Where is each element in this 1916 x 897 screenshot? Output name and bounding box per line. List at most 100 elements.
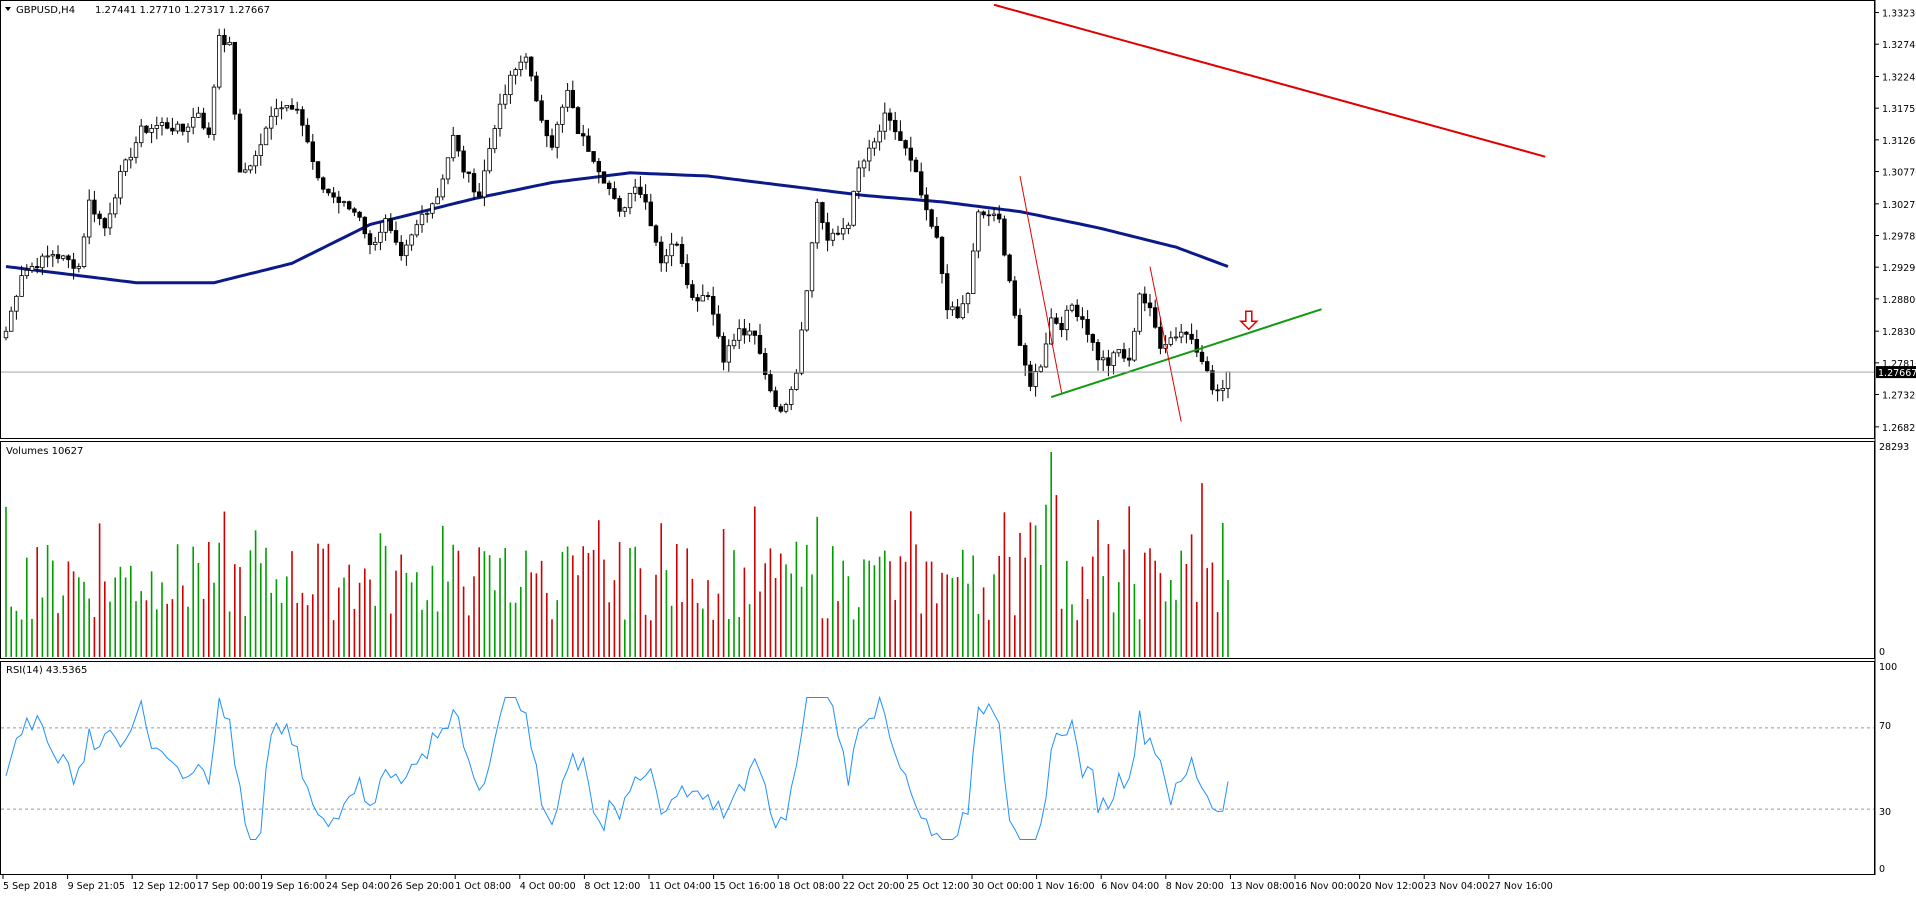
- volume-bar: [15, 610, 18, 657]
- candle-body: [518, 61, 523, 70]
- candle-body: [924, 194, 929, 211]
- candle: [310, 133, 315, 170]
- trendline-support: [1050, 308, 1322, 399]
- candle-body: [55, 254, 61, 259]
- candle-body: [1033, 370, 1038, 387]
- volume-bar: [291, 551, 293, 657]
- candle: [950, 301, 955, 316]
- candle: [1147, 293, 1153, 317]
- volume-bar: [525, 550, 527, 657]
- candle-body: [284, 105, 289, 109]
- candle: [154, 116, 159, 140]
- volume-bar: [733, 550, 735, 657]
- candle-body: [742, 328, 747, 336]
- volume-bar: [624, 619, 626, 657]
- candle-body: [326, 188, 331, 194]
- volume-bar: [868, 560, 870, 657]
- volume-bar: [1019, 532, 1021, 657]
- candle: [955, 299, 960, 319]
- volume-bar: [852, 619, 855, 657]
- volume-bar: [379, 533, 382, 657]
- time-tick-label: 4 Oct 00:00: [520, 881, 576, 892]
- candle-body: [638, 186, 643, 195]
- time-tick-label: 17 Sep 00:00: [197, 881, 260, 892]
- volume-bar: [410, 582, 413, 657]
- candle-body: [424, 212, 430, 215]
- candle: [92, 190, 97, 223]
- candle: [1002, 215, 1007, 257]
- volume-bar: [1201, 483, 1203, 657]
- candle: [497, 93, 503, 137]
- candle: [960, 295, 965, 320]
- volume-bar: [1040, 565, 1042, 657]
- candle-body: [185, 126, 191, 132]
- time-tick-label: 1 Oct 08:00: [455, 881, 511, 892]
- candle: [575, 106, 581, 134]
- volume-bar: [1045, 504, 1047, 657]
- candle-body: [711, 296, 716, 315]
- candle: [705, 291, 711, 301]
- candle: [107, 202, 113, 235]
- volume-bar: [234, 564, 236, 657]
- candle: [846, 222, 851, 235]
- volume-bar: [826, 618, 829, 657]
- candle-body: [716, 313, 721, 337]
- candle: [1153, 299, 1158, 329]
- candle-body: [627, 192, 633, 209]
- volume-bar: [603, 559, 605, 657]
- trendline-steep-down-1: [1019, 175, 1063, 393]
- volume-bar: [894, 599, 896, 657]
- volume-bar: [722, 529, 725, 657]
- volume-bar: [312, 594, 314, 657]
- candle: [440, 174, 445, 201]
- volume-bar: [889, 561, 891, 657]
- volume-bar: [228, 611, 231, 657]
- candle: [502, 84, 508, 110]
- candle-body: [367, 233, 373, 246]
- candle: [1028, 360, 1033, 392]
- candle-body: [1106, 357, 1111, 366]
- candle: [66, 254, 71, 269]
- volume-bar: [1128, 506, 1130, 657]
- candle: [659, 236, 664, 272]
- candle: [731, 333, 737, 350]
- candle-body: [274, 108, 279, 117]
- candle-body: [971, 250, 976, 294]
- volume-bar: [306, 605, 309, 657]
- volume-bar: [1029, 522, 1032, 657]
- candle-body: [3, 330, 9, 339]
- candle: [300, 106, 305, 137]
- candle-body: [622, 207, 627, 212]
- volume-bar: [759, 591, 761, 657]
- candle-body: [997, 213, 1002, 220]
- volume-bar: [847, 576, 850, 657]
- candle: [346, 200, 352, 211]
- price-tick-label: 1.26820: [1882, 423, 1916, 434]
- price-tick-label: 1.33230: [1882, 9, 1916, 20]
- volume-bar: [780, 553, 782, 657]
- candle: [1080, 307, 1085, 329]
- volume-bar: [878, 556, 881, 657]
- volume-bar: [884, 550, 886, 657]
- volume-bar: [504, 547, 506, 657]
- candle-body: [768, 374, 773, 392]
- collapse-triangle-icon[interactable]: [5, 7, 11, 11]
- volume-bar: [1008, 556, 1011, 657]
- volume-bar: [816, 516, 818, 657]
- candle: [1127, 348, 1132, 367]
- candle-body: [40, 255, 45, 269]
- candle: [1085, 310, 1090, 343]
- candle-body: [1215, 389, 1220, 392]
- candle: [185, 123, 191, 143]
- candle-body: [1199, 351, 1205, 362]
- candle-body: [216, 35, 222, 88]
- volume-bar: [478, 547, 480, 657]
- candle: [581, 124, 586, 147]
- candle: [430, 202, 435, 219]
- time-tick-label: 16 Nov 00:00: [1295, 881, 1359, 892]
- candle: [815, 198, 820, 249]
- volume-bar: [936, 603, 938, 657]
- candle: [1142, 286, 1147, 312]
